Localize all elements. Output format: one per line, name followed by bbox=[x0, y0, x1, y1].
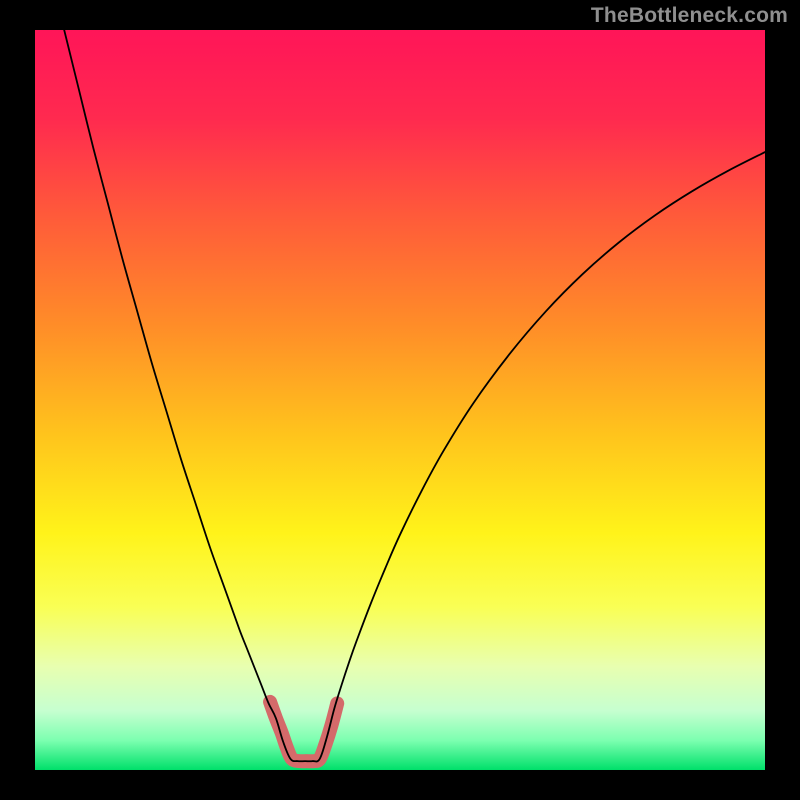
chart-container: TheBottleneck.com bbox=[0, 0, 800, 800]
chart-svg bbox=[0, 0, 800, 800]
plot-background bbox=[35, 30, 765, 770]
watermark-text: TheBottleneck.com bbox=[591, 4, 788, 28]
